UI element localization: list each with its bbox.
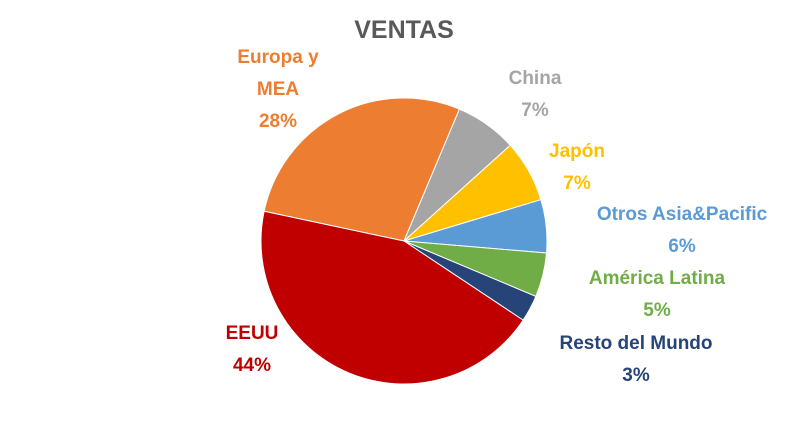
label-name: Resto del Mundo — [559, 333, 713, 354]
label-name: Europa y MEA — [237, 47, 319, 100]
label-value: 3% — [622, 365, 650, 386]
chart-title: VENTAS — [354, 16, 454, 44]
label-value: 5% — [643, 300, 671, 321]
label-name: EEUU — [225, 323, 279, 344]
data-label: Resto del Mundo 3% — [526, 328, 746, 392]
label-name: China — [508, 68, 562, 89]
data-label: EEUU 44% — [192, 318, 312, 382]
label-name: Japón — [549, 141, 605, 162]
label-value: 7% — [521, 100, 549, 121]
label-name: América Latina — [588, 268, 726, 289]
label-value: 6% — [668, 236, 696, 257]
pie-slice — [263, 97, 461, 242]
data-label: China 7% — [435, 63, 635, 127]
pie-slice — [260, 210, 524, 385]
label-value: 28% — [258, 111, 298, 132]
data-label: Japón 7% — [477, 136, 677, 200]
data-label: Otros Asia&Pacific 6% — [552, 199, 810, 263]
label-name: Otros Asia&Pacific — [596, 204, 768, 225]
data-label: América Latina 5% — [547, 263, 767, 327]
label-value: 44% — [232, 355, 272, 376]
label-value: 7% — [563, 173, 591, 194]
data-label: Europa y MEA 28% — [223, 42, 333, 138]
